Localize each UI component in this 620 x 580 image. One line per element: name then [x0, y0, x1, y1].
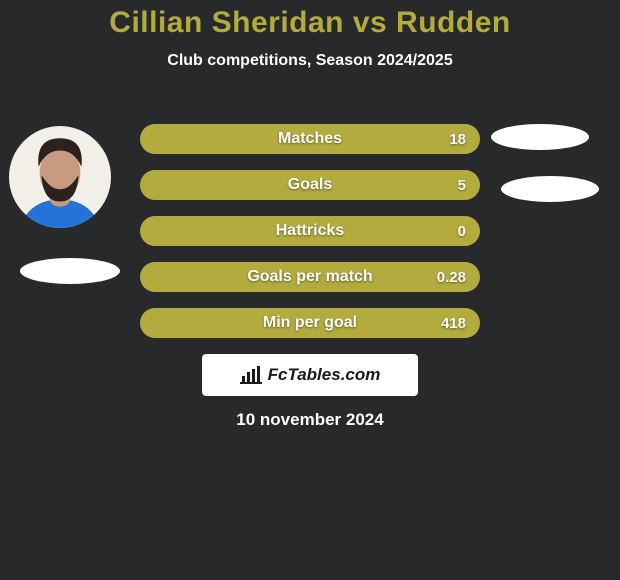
marker-ellipse-right-1 — [491, 124, 589, 150]
stat-bar-label: Goals per match — [140, 268, 480, 286]
subtitle: Club competitions, Season 2024/2025 — [0, 52, 620, 70]
stat-bar: Hattricks0 — [140, 216, 480, 246]
stat-bar: Min per goal418 — [140, 308, 480, 338]
stat-bar-label: Goals — [140, 176, 480, 194]
comparison-card: Cillian Sheridan vs Rudden Club competit… — [0, 0, 620, 580]
brand-text: FcTables.com — [268, 365, 381, 385]
stat-bar-value: 0 — [458, 223, 466, 240]
stat-bar: Goals per match0.28 — [140, 262, 480, 292]
bar-chart-icon — [240, 366, 262, 384]
page-title: Cillian Sheridan vs Rudden — [0, 0, 620, 40]
stat-bar-value: 0.28 — [437, 269, 466, 286]
stat-bar: Goals5 — [140, 170, 480, 200]
stat-bar: Matches18 — [140, 124, 480, 154]
stat-bars: Matches18 Goals5 Hattricks0 Goals per match… — [140, 124, 480, 354]
stat-bar-value: 418 — [441, 315, 466, 332]
brand-badge: FcTables.com — [202, 354, 418, 396]
stat-bar-label: Min per goal — [140, 314, 480, 332]
avatar-illustration — [9, 126, 111, 228]
stat-bar-value: 18 — [449, 131, 466, 148]
marker-ellipse-left — [20, 258, 120, 284]
stat-bar-label: Matches — [140, 130, 480, 148]
marker-ellipse-right-2 — [501, 176, 599, 202]
date-line: 10 november 2024 — [0, 410, 620, 430]
stat-bar-value: 5 — [458, 177, 466, 194]
stat-bar-label: Hattricks — [140, 222, 480, 240]
player-avatar-left — [9, 126, 111, 228]
